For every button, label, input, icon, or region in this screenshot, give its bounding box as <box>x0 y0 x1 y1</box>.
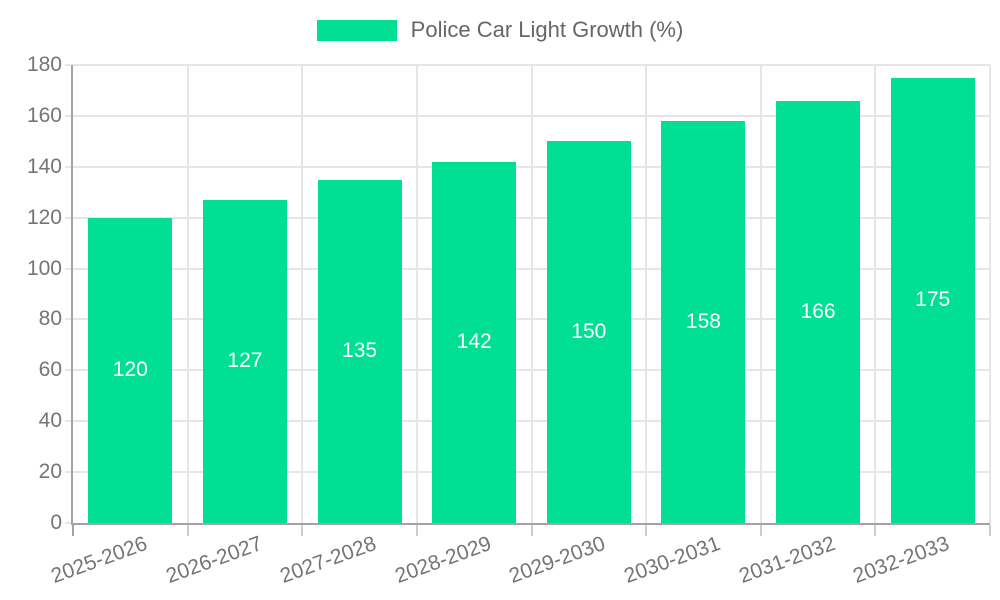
bar[interactable]: 150 <box>546 141 631 523</box>
x-gridline <box>530 65 533 523</box>
x-gridline <box>645 65 648 523</box>
x-tick-mark <box>874 525 877 536</box>
y-tick-mark <box>65 216 73 219</box>
bar-value-label: 142 <box>456 330 492 354</box>
bar[interactable]: 166 <box>776 100 861 523</box>
y-tick-mark <box>65 420 73 423</box>
bar[interactable]: 135 <box>317 179 402 523</box>
bar[interactable]: 142 <box>432 161 517 523</box>
legend-swatch-icon <box>316 19 397 41</box>
y-tick-mark <box>65 522 73 524</box>
x-tick-label: 2028-2029 <box>391 532 495 588</box>
chart-legend[interactable]: Police Car Light Growth (%) <box>0 17 1000 43</box>
bar-value-label: 127 <box>227 349 263 373</box>
x-axis-line <box>71 523 990 525</box>
x-gridline <box>415 65 418 523</box>
bar-value-label: 135 <box>342 339 378 363</box>
y-tick-mark <box>65 369 73 372</box>
y-tick-label: 120 <box>26 205 62 229</box>
y-tick-mark <box>65 165 73 168</box>
bar[interactable]: 158 <box>661 120 746 523</box>
y-tick-mark <box>65 114 73 117</box>
y-tick-mark <box>65 64 73 66</box>
bar[interactable]: 120 <box>88 217 173 523</box>
x-tick-label: 2031-2032 <box>735 532 838 588</box>
bar-value-label: 166 <box>800 299 836 323</box>
y-axis-line <box>71 65 73 525</box>
y-tick-label: 160 <box>26 103 62 127</box>
legend-label: Police Car Light Growth (%) <box>410 17 684 42</box>
x-gridline <box>874 65 877 523</box>
bar-value-label: 175 <box>915 288 951 312</box>
x-tick-mark <box>989 525 991 536</box>
x-gridline <box>186 65 189 523</box>
y-tick-label: 140 <box>26 154 62 178</box>
y-tick-label: 20 <box>38 460 62 484</box>
x-tick-mark <box>645 525 648 536</box>
x-tick-label: 2030-2031 <box>621 532 724 588</box>
x-gridline <box>989 65 991 523</box>
y-tick-label: 100 <box>26 256 62 280</box>
x-tick-label: 2032-2033 <box>850 532 953 588</box>
bar-value-label: 150 <box>571 320 607 344</box>
y-tick-label: 40 <box>38 409 62 433</box>
x-tick-label: 2027-2028 <box>277 532 380 588</box>
x-tick-mark <box>759 525 762 536</box>
x-tick-label: 2026-2027 <box>162 532 265 588</box>
x-tick-label: 2025-2026 <box>47 532 151 588</box>
y-tick-label: 80 <box>38 307 62 331</box>
y-tick-label: 180 <box>26 53 62 76</box>
x-tick-label: 2029-2030 <box>506 532 609 588</box>
y-tick-mark <box>65 471 73 474</box>
x-gridline <box>301 65 304 523</box>
bar[interactable]: 127 <box>202 199 287 523</box>
y-tick-label: 0 <box>50 511 62 534</box>
x-tick-mark <box>186 525 189 536</box>
x-gridline <box>759 65 762 523</box>
bar[interactable]: 175 <box>890 77 975 523</box>
x-tick-mark <box>72 525 74 536</box>
y-tick-mark <box>65 318 73 321</box>
x-tick-mark <box>415 525 418 536</box>
bar-value-label: 120 <box>112 358 148 382</box>
bar-value-label: 158 <box>685 309 721 333</box>
x-tick-mark <box>301 525 304 536</box>
y-tick-mark <box>65 267 73 270</box>
y-tick-label: 60 <box>38 358 62 382</box>
x-tick-mark <box>530 525 533 536</box>
